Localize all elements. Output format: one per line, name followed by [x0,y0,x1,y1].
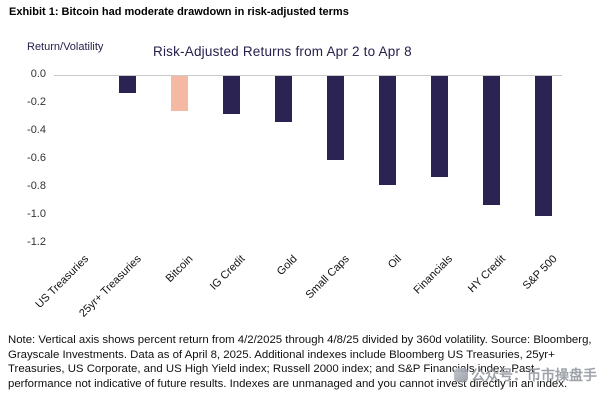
y-tick-label: -1.0 [27,208,46,220]
y-tick-label: -1.2 [27,236,46,248]
y-tick-label: -0.8 [27,180,46,192]
y-tick-label: -0.2 [27,96,46,108]
y-tick-label: -0.6 [27,152,46,164]
bar-financials [430,76,448,177]
watermark-text: 公众号：币市操盘手 [471,367,597,383]
x-tick-label: S&P 500 [520,253,560,293]
bar-oil [378,76,396,186]
bar-bitcoin [170,76,188,111]
hand-icon [454,368,468,382]
x-tick-label: HY Credit [465,253,508,296]
bar-s-p-500 [534,76,552,216]
x-tick-label: Oil [385,253,404,271]
x-tick-label: Gold [274,253,300,278]
y-tick-label: 0.0 [30,68,46,80]
x-tick-label: Financials [411,253,456,297]
bar-ig-credit [222,76,240,114]
bar-25yr-treasuries [118,76,136,93]
x-tick-label: US Treasuries [33,253,92,311]
x-tick-label: IG Credit [207,253,248,293]
chart-title: Risk-Adjusted Returns from Apr 2 to Apr … [153,44,412,59]
bar-hy-credit [482,76,500,205]
watermark: 公众号：币市操盘手 [454,365,597,385]
x-tick-label: Bitcoin [163,253,196,285]
bar-gold [274,76,292,123]
bar-small-caps [326,76,344,160]
x-tick-label: Small Caps [303,253,352,302]
zero-baseline [54,75,562,76]
y-axis-label: Return/Volatility [27,41,104,53]
y-tick-label: -0.4 [27,124,46,136]
footnote: Note: Vertical axis shows percent return… [8,334,592,390]
exhibit-title: Exhibit 1: Bitcoin had moderate drawdown… [9,6,349,18]
